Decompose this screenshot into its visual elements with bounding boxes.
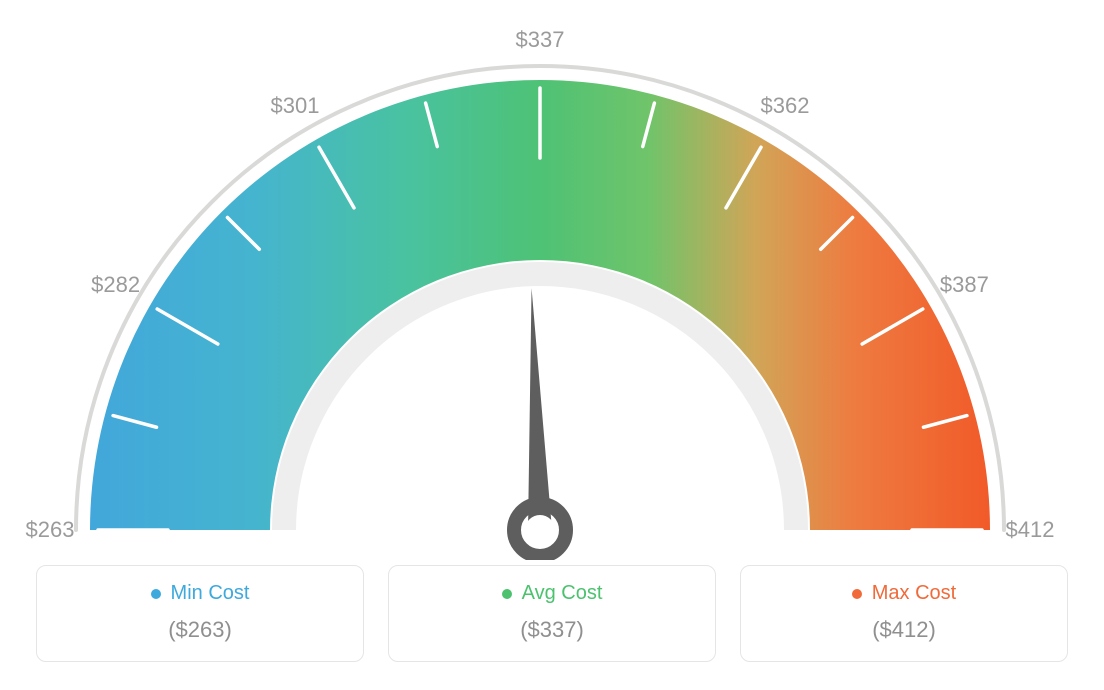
legend-title-avg: Avg Cost — [502, 582, 603, 605]
gauge-label: $263 — [26, 517, 75, 543]
gauge-label: $282 — [91, 272, 140, 298]
gauge-label: $387 — [940, 272, 989, 298]
gauge-label: $337 — [516, 27, 565, 53]
legend-value-max: ($412) — [751, 617, 1057, 643]
gauge-svg — [0, 0, 1104, 560]
legend-label-avg: Avg Cost — [522, 582, 603, 605]
legend-dot-max — [852, 589, 862, 599]
legend-label-min: Min Cost — [171, 582, 250, 605]
gauge-chart: $263 $282 $301 $337 $362 $387 $412 — [0, 0, 1104, 560]
legend-label-max: Max Cost — [872, 582, 956, 605]
legend-value-min: ($263) — [47, 617, 353, 643]
legend-row: Min Cost ($263) Avg Cost ($337) Max Cost… — [0, 565, 1104, 690]
legend-card-min: Min Cost ($263) — [36, 565, 364, 662]
legend-card-max: Max Cost ($412) — [740, 565, 1068, 662]
legend-dot-avg — [502, 589, 512, 599]
legend-dot-min — [151, 589, 161, 599]
legend-value-avg: ($337) — [399, 617, 705, 643]
gauge-label: $301 — [271, 93, 320, 119]
legend-card-avg: Avg Cost ($337) — [388, 565, 716, 662]
legend-title-min: Min Cost — [151, 582, 250, 605]
gauge-label: $412 — [1006, 517, 1055, 543]
legend-title-max: Max Cost — [852, 582, 956, 605]
gauge-label: $362 — [761, 93, 810, 119]
